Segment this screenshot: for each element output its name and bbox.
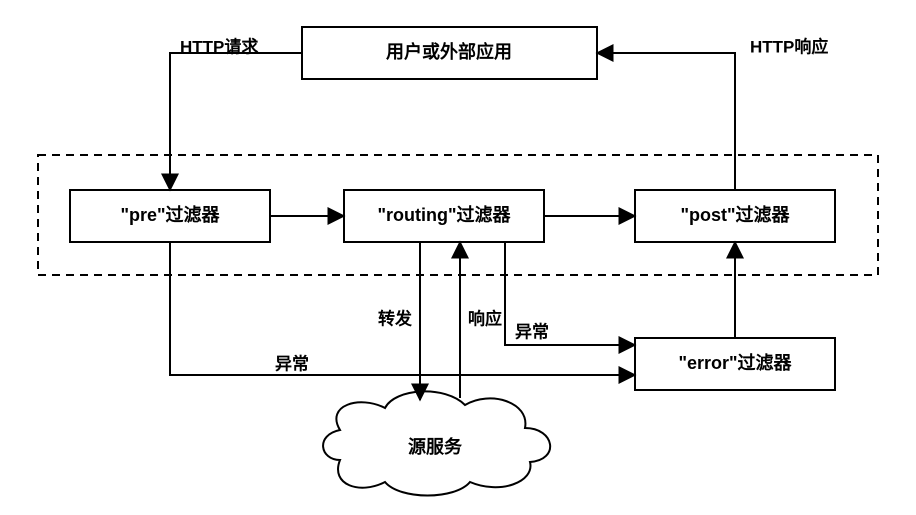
edge-post-to-user-label: HTTP响应 bbox=[750, 36, 828, 56]
node-routing-label: "routing"过滤器 bbox=[377, 204, 511, 225]
node-post-filter: "post"过滤器 bbox=[635, 190, 835, 242]
filter-flow-diagram: 用户或外部应用 "pre"过滤器 "routing"过滤器 "post"过滤器 … bbox=[0, 0, 916, 515]
node-pre-label: "pre"过滤器 bbox=[120, 204, 220, 225]
node-origin-label: 源服务 bbox=[408, 436, 463, 457]
edge-routing-to-error-label: 异常 bbox=[515, 321, 549, 341]
edge-pre-to-error-label: 异常 bbox=[275, 353, 309, 373]
edge-post-to-user bbox=[597, 53, 735, 190]
edge-user-to-pre-label: HTTP请求 bbox=[180, 36, 258, 56]
edge-user-to-pre bbox=[170, 53, 302, 190]
edge-origin-to-routing-label: 响应 bbox=[468, 308, 502, 328]
node-origin-service: 源服务 bbox=[323, 391, 550, 495]
node-error-label: "error"过滤器 bbox=[678, 352, 792, 373]
node-error-filter: "error"过滤器 bbox=[635, 338, 835, 390]
edge-routing-to-origin-label: 转发 bbox=[378, 308, 413, 328]
node-post-label: "post"过滤器 bbox=[680, 204, 790, 225]
node-routing-filter: "routing"过滤器 bbox=[344, 190, 544, 242]
node-user: 用户或外部应用 bbox=[302, 27, 597, 79]
node-user-label: 用户或外部应用 bbox=[386, 41, 512, 62]
node-pre-filter: "pre"过滤器 bbox=[70, 190, 270, 242]
